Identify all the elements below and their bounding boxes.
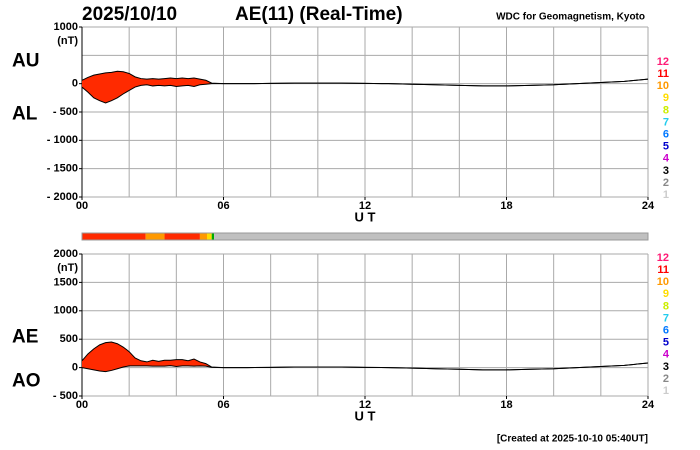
level-label: 12 (657, 252, 669, 264)
level-label: 4 (663, 349, 670, 361)
activity-segment (199, 233, 207, 240)
level-label: 6 (663, 325, 669, 337)
y-tick-label: 0 (72, 78, 78, 90)
level-label: 10 (657, 276, 669, 288)
level-label: 2 (663, 177, 669, 189)
y-tick-label: 1500 (54, 276, 78, 288)
x-axis-label: U T (355, 209, 376, 224)
y-tick-label: 2000 (54, 248, 78, 260)
level-label: 12 (657, 56, 669, 68)
y-tick-label: - 1500 (47, 163, 78, 175)
series-label: AO (12, 371, 41, 392)
y-unit: (nT) (57, 262, 78, 274)
level-label: 3 (663, 165, 669, 177)
x-tick-label: 18 (500, 399, 512, 411)
level-label: 11 (657, 68, 669, 80)
level-label: 11 (657, 264, 669, 276)
level-label: 3 (663, 361, 669, 373)
level-label: 1 (663, 385, 669, 397)
x-tick-label: 24 (642, 399, 655, 411)
y-tick-label: - 1000 (47, 134, 78, 146)
level-label: 5 (663, 337, 669, 349)
level-label: 4 (663, 153, 670, 165)
y-tick-label: 1000 (54, 305, 78, 317)
activity-bar-frame (81, 232, 649, 241)
x-tick-label: 12 (359, 399, 371, 411)
y-tick-label: - 500 (53, 390, 78, 402)
x-tick-label: 12 (359, 200, 371, 212)
x-tick-label: 06 (217, 200, 229, 212)
level-label: 5 (663, 141, 669, 153)
y-unit: (nT) (57, 35, 78, 47)
x-tick-label: 00 (76, 399, 88, 411)
x-tick-label: 24 (642, 200, 655, 212)
level-label: 8 (663, 104, 669, 116)
activity-segment (214, 233, 649, 240)
x-axis-label: U T (355, 408, 376, 423)
series-label: AE (12, 327, 38, 348)
y-tick-label: 500 (60, 333, 78, 345)
series-label: AU (12, 51, 39, 72)
level-label: 7 (663, 116, 669, 128)
activity-segment (82, 233, 146, 240)
title: AE(11) (Real-Time) (235, 4, 403, 25)
activity-segment (211, 233, 215, 240)
series-label: AL (12, 104, 38, 125)
level-label: 9 (663, 92, 669, 104)
x-tick-label: 18 (500, 200, 512, 212)
level-label: 2 (663, 373, 669, 385)
level-label: 6 (663, 129, 669, 141)
y-tick-label: - 2000 (47, 191, 78, 203)
level-label: 8 (663, 300, 669, 312)
activity-segment (145, 233, 165, 240)
level-label: 10 (657, 80, 669, 92)
activity-segment (206, 233, 212, 240)
date: 2025/10/10 (82, 4, 177, 25)
x-tick-label: 00 (76, 200, 88, 212)
level-label: 7 (663, 312, 669, 324)
footer: [Created at 2025-10-10 05:40UT] (497, 434, 648, 445)
level-label: 1 (663, 189, 669, 201)
x-tick-label: 06 (217, 399, 229, 411)
activity-segment (164, 233, 200, 240)
level-label: 9 (663, 288, 669, 300)
y-tick-label: 0 (72, 362, 78, 374)
series-line (81, 362, 649, 373)
y-tick-label: - 500 (53, 106, 78, 118)
source: WDC for Geomagnetism, Kyoto (496, 12, 645, 23)
series-line (81, 78, 649, 104)
y-tick-label: 1000 (54, 21, 78, 33)
